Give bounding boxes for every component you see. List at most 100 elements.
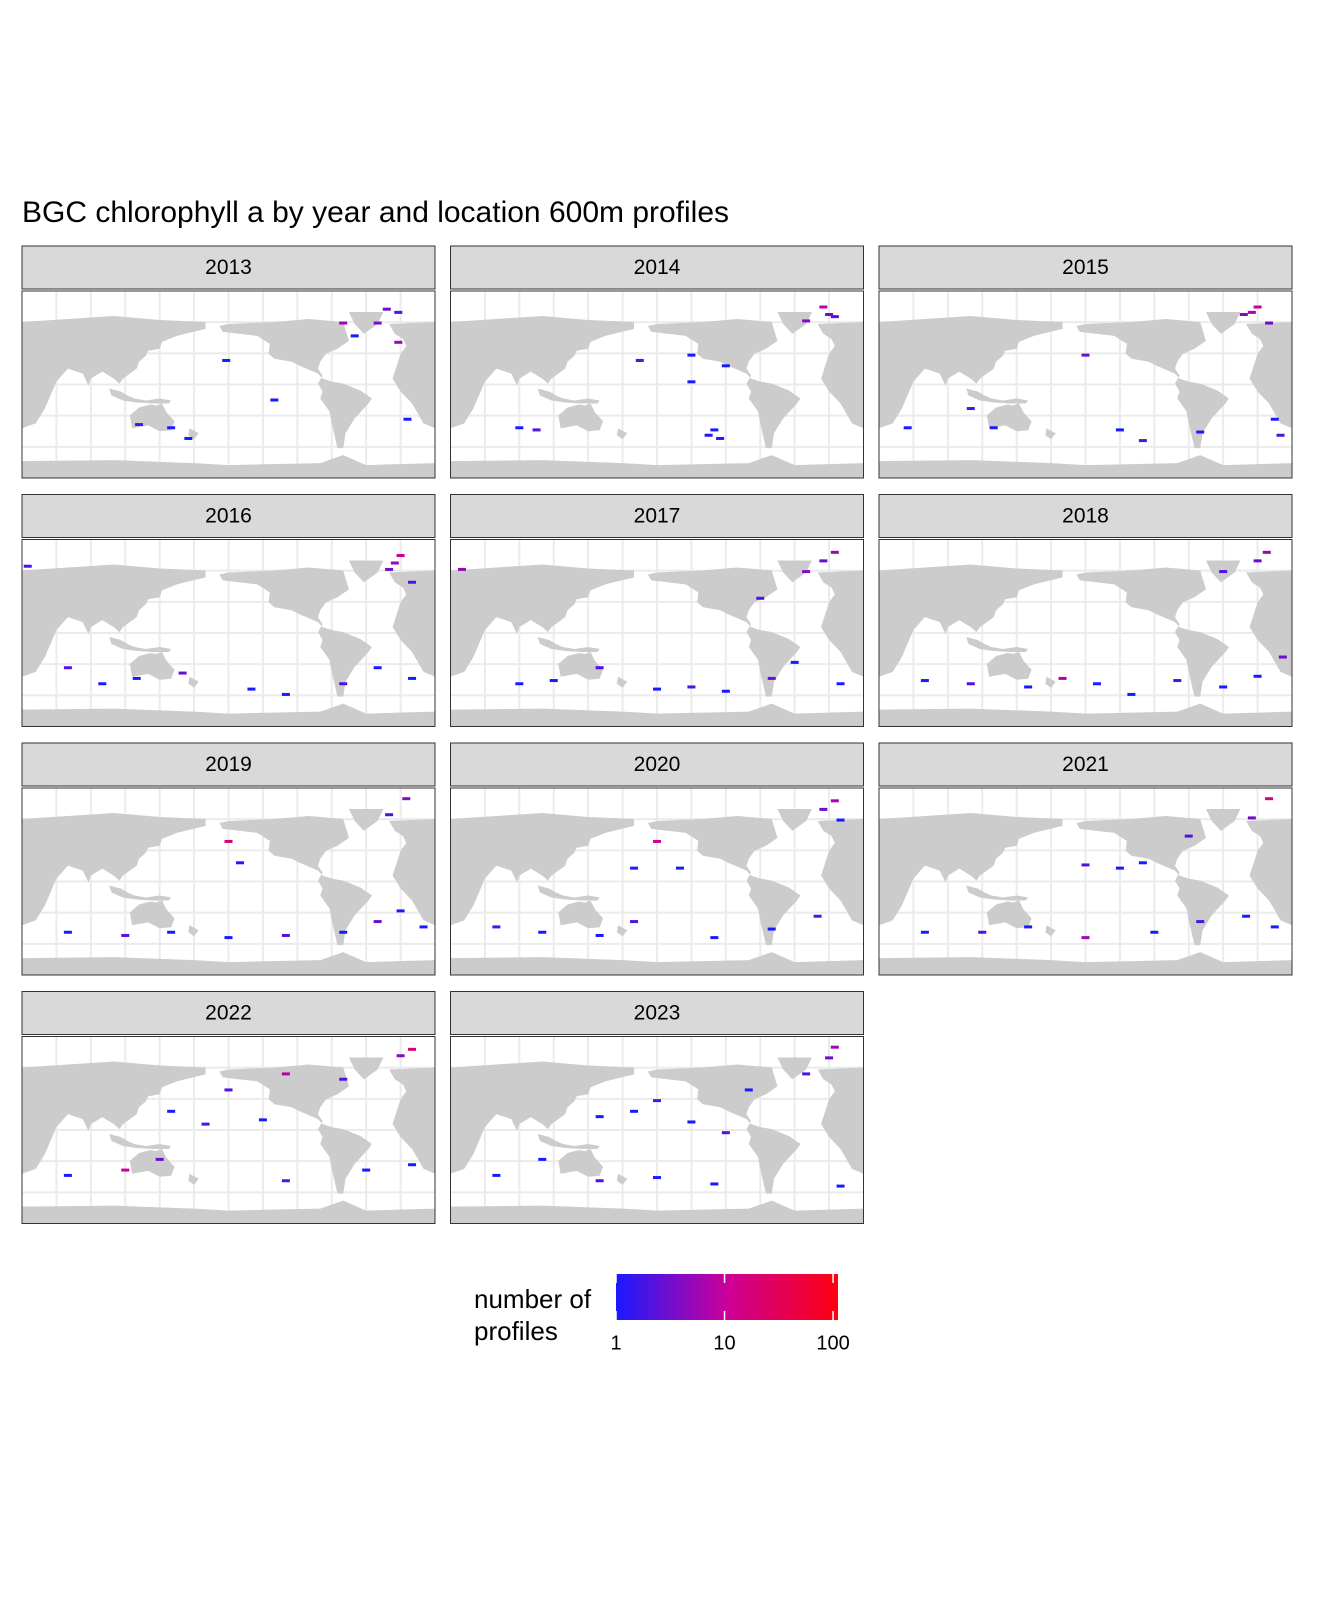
profile-cell bbox=[716, 436, 725, 440]
profile-cell bbox=[595, 933, 604, 937]
profile-cell bbox=[408, 1047, 417, 1051]
profile-cell bbox=[167, 426, 176, 430]
profile-cell bbox=[819, 305, 828, 309]
strip bbox=[450, 245, 864, 290]
panel-border bbox=[878, 290, 1293, 479]
profile-cell bbox=[825, 1056, 834, 1060]
profile-cell bbox=[1247, 310, 1256, 314]
profile-cell bbox=[721, 689, 730, 693]
profile-cell bbox=[394, 310, 403, 314]
strip-label: 2017 bbox=[634, 505, 681, 528]
profile-cell bbox=[155, 1157, 164, 1161]
panel-border bbox=[450, 787, 864, 976]
strip bbox=[450, 742, 864, 787]
profile-cell bbox=[1253, 559, 1262, 563]
profile-cell bbox=[1138, 861, 1147, 865]
legend-title: number of profiles bbox=[474, 1284, 592, 1346]
profile-cell bbox=[903, 426, 912, 430]
chart-title: BGC chlorophyll a by year and location 6… bbox=[22, 196, 729, 229]
profile-cell bbox=[653, 1176, 661, 1180]
profile-cell bbox=[675, 866, 684, 870]
profile-cell bbox=[339, 682, 348, 686]
strip bbox=[450, 494, 864, 538]
strip-label: 2013 bbox=[205, 256, 252, 279]
profile-cell bbox=[1024, 925, 1033, 929]
profile-cell bbox=[595, 1179, 604, 1183]
profile-cell bbox=[235, 861, 244, 865]
profile-cell bbox=[1024, 685, 1033, 689]
profile-cell bbox=[920, 930, 929, 934]
profile-cell bbox=[281, 692, 290, 696]
facet: 2014 bbox=[450, 245, 864, 479]
profile-cell bbox=[802, 319, 811, 323]
profile-cell bbox=[1115, 866, 1124, 870]
profile-cell bbox=[390, 561, 399, 565]
strip-label: 2014 bbox=[634, 256, 681, 279]
profile-cell bbox=[830, 799, 839, 803]
facet: 2018 bbox=[878, 494, 1293, 727]
profile-cell bbox=[710, 428, 719, 432]
profile-cell bbox=[767, 676, 776, 680]
profile-cell bbox=[515, 682, 524, 686]
profile-cell bbox=[63, 930, 72, 934]
profile-cell bbox=[978, 930, 987, 934]
profile-cell bbox=[966, 682, 975, 686]
facet: 2017 bbox=[450, 494, 864, 727]
facet: 2019 bbox=[21, 742, 436, 976]
profile-cell bbox=[989, 426, 998, 430]
profile-cell bbox=[281, 1072, 290, 1076]
profile-cell bbox=[457, 567, 466, 571]
profile-cell bbox=[1138, 439, 1147, 443]
profile-cell bbox=[132, 676, 141, 680]
profile-cell bbox=[538, 1157, 547, 1161]
profile-cell bbox=[744, 1088, 753, 1092]
profile-cell bbox=[385, 813, 394, 817]
strip-label: 2019 bbox=[205, 753, 252, 776]
profile-cell bbox=[653, 687, 661, 691]
strip-label: 2018 bbox=[1062, 505, 1109, 528]
profile-cell bbox=[224, 1088, 233, 1092]
profile-cell bbox=[920, 679, 929, 683]
profile-cell bbox=[419, 925, 428, 929]
profile-cell bbox=[396, 1054, 405, 1058]
profile-cell bbox=[532, 428, 541, 432]
profile-cell bbox=[135, 423, 144, 427]
profile-cell bbox=[385, 567, 394, 571]
profile-cell bbox=[270, 398, 279, 402]
profile-cell bbox=[538, 930, 547, 934]
profile-cell bbox=[549, 679, 558, 683]
facet: 2022 bbox=[21, 991, 436, 1224]
panel-border bbox=[450, 1036, 864, 1224]
facet: 2021 bbox=[878, 742, 1293, 976]
profile-cell bbox=[1196, 430, 1205, 434]
facet: 2013 bbox=[21, 245, 436, 479]
profile-cell bbox=[247, 687, 256, 691]
profile-cell bbox=[382, 307, 391, 311]
profile-cell bbox=[1219, 570, 1228, 574]
profile-cell bbox=[710, 1182, 719, 1186]
profile-cell bbox=[687, 685, 696, 689]
profile-cell bbox=[721, 364, 730, 368]
panel-border bbox=[21, 539, 436, 727]
profile-cell bbox=[836, 682, 845, 686]
profile-cell bbox=[1276, 433, 1285, 437]
profile-cell bbox=[1219, 685, 1228, 689]
panel-border bbox=[21, 290, 436, 479]
profile-cell bbox=[1253, 674, 1262, 678]
strip-label: 2016 bbox=[205, 505, 252, 528]
profile-cell bbox=[492, 925, 501, 929]
profile-cell bbox=[350, 334, 359, 338]
strip bbox=[21, 742, 436, 787]
profile-cell bbox=[222, 358, 231, 362]
profile-cell bbox=[403, 417, 412, 421]
profile-cell bbox=[1247, 816, 1256, 820]
facet: 2023 bbox=[450, 991, 864, 1224]
profile-cell bbox=[167, 930, 176, 934]
profile-cell bbox=[595, 1115, 604, 1119]
profile-cell bbox=[281, 1179, 290, 1183]
profile-cell bbox=[396, 554, 405, 558]
profile-cell bbox=[830, 1045, 839, 1049]
strip-label: 2022 bbox=[205, 1002, 252, 1025]
profile-cell bbox=[408, 580, 417, 584]
